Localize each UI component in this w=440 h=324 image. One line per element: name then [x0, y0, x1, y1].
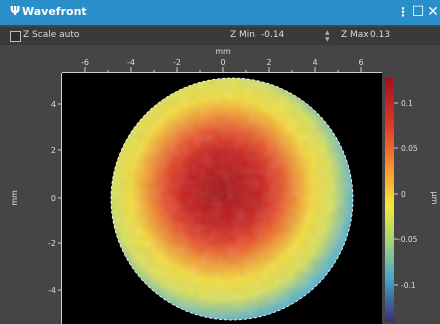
colorbar-unit-label: μm — [430, 192, 439, 205]
zmax-label: Z Max — [341, 30, 369, 40]
y-axis-ticks — [58, 73, 62, 324]
colorbar-tick-label: -0.1 — [401, 281, 416, 290]
zmin-spin-arrows-icon[interactable]: ▲ ▼ — [325, 29, 330, 43]
close-icon[interactable]: ✕ — [427, 4, 439, 20]
x-tick-label: 0 — [220, 58, 225, 67]
y-axis: 4 2 0 -2 -4 — [48, 100, 56, 295]
x-tick-label: -4 — [127, 58, 135, 67]
y-tick-label: -2 — [48, 239, 56, 248]
y-tick-label: -4 — [48, 286, 56, 295]
title-bar[interactable]: Ψ Wavefront ⋮ ☐ ✕ — [0, 0, 440, 25]
window-title: Wavefront — [22, 5, 87, 18]
x-tick-label: -2 — [173, 58, 181, 67]
zscale-auto-label: Z Scale auto — [23, 30, 80, 40]
aperture-outline — [110, 77, 354, 321]
x-tick-label: -6 — [81, 58, 89, 67]
toolbar: Z Scale auto Z Min -0.14 ▲ ▼ Z Max 0.13 — [0, 27, 440, 45]
wavefront-plot[interactable]: mm -6 -4 -2 0 2 4 6 mm 4 2 0 -2 — [0, 46, 440, 324]
y-tick-label: 4 — [51, 100, 56, 109]
zmax-input[interactable]: 0.13 — [370, 30, 391, 40]
colorbar-tick-label: 0.1 — [401, 99, 413, 108]
y-tick-label: 0 — [51, 194, 56, 203]
x-tick-label: 4 — [312, 58, 317, 67]
x-axis-ticks — [62, 67, 382, 73]
menu-dots-icon[interactable]: ⋮ — [397, 5, 409, 19]
x-axis: -6 -4 -2 0 2 4 6 — [81, 58, 364, 67]
colorbar-tick-label: -0.05 — [398, 235, 418, 244]
colorbar — [385, 78, 394, 322]
x-axis-label: mm — [215, 47, 231, 56]
maximize-icon[interactable]: ☐ — [411, 4, 425, 20]
psi-icon: Ψ — [10, 4, 21, 18]
colorbar-axis: 0.1 0.05 0 -0.05 -0.1 — [398, 99, 418, 290]
colorbar-tick-label: 0.05 — [401, 144, 418, 153]
x-tick-label: 2 — [266, 58, 271, 67]
zscale-auto-checkbox[interactable] — [10, 31, 21, 42]
wavefront-texture — [111, 78, 353, 320]
colorbar-ticks — [394, 102, 398, 286]
y-axis-label: mm — [10, 190, 19, 206]
zmin-label: Z Min — [230, 30, 255, 40]
x-tick-label: 6 — [358, 58, 363, 67]
zmin-input[interactable]: -0.14 — [261, 30, 285, 40]
y-tick-label: 2 — [51, 146, 56, 155]
colorbar-tick-label: 0 — [401, 190, 406, 199]
